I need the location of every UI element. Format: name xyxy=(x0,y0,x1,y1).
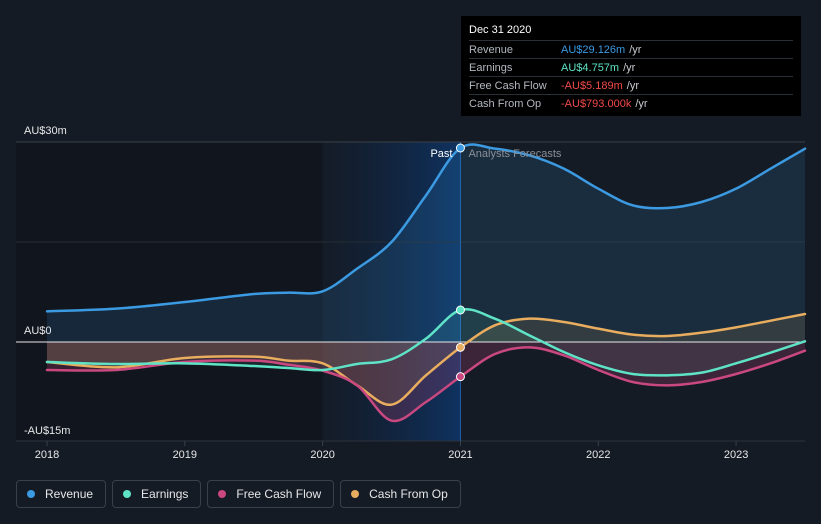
legend-item-earnings[interactable]: Earnings xyxy=(112,480,202,508)
highlight-markers xyxy=(455,143,465,382)
x-tick-label: 2023 xyxy=(724,449,748,461)
legend-label: Earnings xyxy=(141,487,189,501)
gridlines xyxy=(16,141,805,442)
revenue-area xyxy=(47,144,805,342)
tooltip-row-free-cash-flow: Free Cash Flow -AU$5.189m /yr xyxy=(469,76,793,94)
tooltip-unit: /yr xyxy=(626,79,639,92)
cash-from-op-marker xyxy=(455,342,465,352)
tooltip-value: AU$29.126m xyxy=(561,43,626,56)
x-axis: 2018 2019 2020 2021 2022 2023 xyxy=(35,441,748,461)
legend-label: Free Cash Flow xyxy=(236,487,322,501)
x-tick-label: 2022 xyxy=(586,449,610,461)
tooltip-value: -AU$793.000k xyxy=(561,97,632,110)
tooltip-label: Free Cash Flow xyxy=(469,79,547,92)
free-cash-flow-area xyxy=(47,342,805,422)
revenue-dot-icon xyxy=(27,490,35,498)
tooltip: Dec 31 2020 Revenue AU$29.126m /yr Earni… xyxy=(461,16,801,116)
x-tick-label: 2019 xyxy=(173,449,197,461)
earnings-area xyxy=(47,309,805,376)
tooltip-unit: /yr xyxy=(629,43,642,56)
past-highlight-region xyxy=(322,142,461,441)
past-label: Past xyxy=(430,148,452,160)
revenue-marker xyxy=(455,143,465,153)
earnings-line xyxy=(45,307,807,377)
x-tick-label: 2020 xyxy=(310,449,334,461)
legend-item-cash-from-op[interactable]: Cash From Op xyxy=(340,480,461,508)
tooltip-unit: /yr xyxy=(635,97,648,110)
tooltip-row-cash-from-op: Cash From Op -AU$793.000k /yr xyxy=(469,94,793,112)
legend-label: Revenue xyxy=(45,487,94,501)
legend-label: Cash From Op xyxy=(369,487,448,501)
free-cash-flow-dot-icon xyxy=(218,490,227,498)
revenue-line xyxy=(45,143,807,313)
legend-item-revenue[interactable]: Revenue xyxy=(16,480,107,508)
free-cash-flow-line xyxy=(45,346,807,423)
y-tick-label: AU$0 xyxy=(24,325,52,337)
tooltip-value: -AU$5.189m xyxy=(561,79,623,92)
series-areas xyxy=(16,144,805,422)
tooltip-row-revenue: Revenue AU$29.126m /yr xyxy=(469,40,793,58)
tooltip-label: Cash From Op xyxy=(469,97,542,110)
free-cash-flow-marker xyxy=(455,372,465,382)
cash-from-op-line xyxy=(45,312,807,406)
x-tick-label: 2018 xyxy=(35,449,59,461)
tooltip-label: Earnings xyxy=(469,61,513,74)
past-region xyxy=(16,142,323,441)
x-tick-label: 2021 xyxy=(448,449,472,461)
tooltip-date: Dec 31 2020 xyxy=(469,24,532,36)
y-axis: AU$30m AU$0 -AU$15m xyxy=(24,125,70,437)
y-tick-label: AU$30m xyxy=(24,125,67,137)
series-lines xyxy=(45,143,807,423)
cash-from-op-dot-icon xyxy=(351,490,360,498)
cash-from-op-area xyxy=(47,314,805,405)
tooltip-label: Revenue xyxy=(469,43,514,56)
earnings-dot-icon xyxy=(123,490,132,498)
y-tick-label: -AU$15m xyxy=(24,425,70,437)
tooltip-unit: /yr xyxy=(623,61,636,74)
tooltip-row-earnings: Earnings AU$4.757m /yr xyxy=(469,58,793,76)
legend-item-free-cash-flow[interactable]: Free Cash Flow xyxy=(207,480,335,508)
legend: Revenue Earnings Free Cash Flow Cash Fro… xyxy=(16,480,461,508)
forecast-label: Analysts Forecasts xyxy=(468,148,561,160)
tooltip-value: AU$4.757m xyxy=(561,61,620,74)
earnings-marker xyxy=(455,305,465,315)
